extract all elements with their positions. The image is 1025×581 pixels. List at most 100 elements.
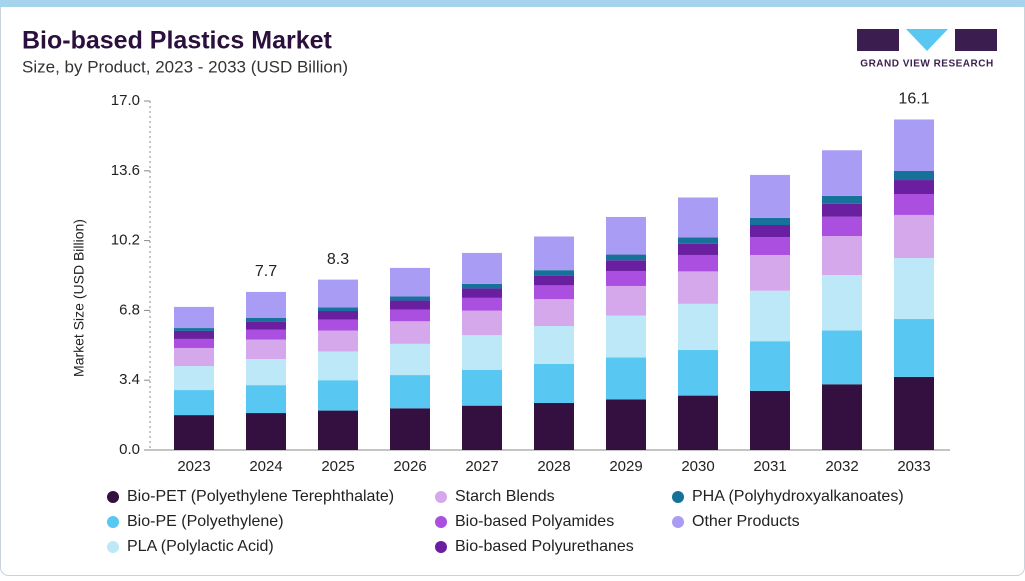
legend-label: PLA (Polylactic Acid) bbox=[127, 538, 274, 555]
bar-segment bbox=[534, 363, 574, 403]
bar-segment bbox=[174, 390, 214, 416]
logo-block bbox=[857, 29, 899, 51]
bar-segment bbox=[750, 390, 790, 450]
y-tick-label: 17.0 bbox=[111, 92, 140, 109]
bar-segment bbox=[606, 270, 646, 286]
legend-swatch bbox=[435, 491, 447, 503]
bar-segment bbox=[462, 405, 502, 450]
bar-segment bbox=[606, 315, 646, 358]
logo: GRAND VIEW RESEARCH bbox=[857, 29, 997, 70]
bar-segment bbox=[894, 376, 934, 450]
bar-segment bbox=[174, 338, 214, 348]
bar-segment bbox=[678, 197, 718, 238]
bar-segment bbox=[174, 306, 214, 329]
bar-segment bbox=[894, 319, 934, 377]
bar-segment bbox=[390, 408, 430, 450]
legend-label: Bio-PET (Polyethylene Terephthalate) bbox=[127, 488, 394, 505]
x-tick-label: 2023 bbox=[177, 458, 210, 475]
bar-segment bbox=[462, 310, 502, 336]
bar-segment bbox=[246, 329, 286, 340]
bar-segment bbox=[822, 384, 862, 450]
bar-segment bbox=[246, 317, 286, 322]
bar-segment bbox=[822, 236, 862, 276]
bar-segment bbox=[822, 275, 862, 331]
bar-segment bbox=[606, 216, 646, 255]
bar-segment bbox=[606, 285, 646, 316]
x-tick-label: 2032 bbox=[825, 458, 858, 475]
bar-segment bbox=[390, 343, 430, 376]
bar-segment bbox=[894, 193, 934, 215]
legend-swatch bbox=[107, 516, 119, 528]
bar-segment bbox=[246, 359, 286, 386]
bar-segment bbox=[390, 375, 430, 409]
logo-block bbox=[906, 29, 948, 51]
x-tick-label: 2029 bbox=[609, 458, 642, 475]
bar-segment bbox=[246, 291, 286, 318]
total-label: 8.3 bbox=[327, 251, 349, 268]
bar-segment bbox=[750, 254, 790, 291]
y-tick-label: 3.4 bbox=[119, 371, 140, 388]
bar-segment bbox=[462, 252, 502, 284]
legend-label: Bio-PE (Polyethylene) bbox=[127, 513, 284, 530]
bar-segment bbox=[822, 216, 862, 237]
y-tick-label: 0.0 bbox=[119, 441, 140, 458]
bar-segment bbox=[318, 307, 358, 312]
bar-segment bbox=[894, 258, 934, 320]
bar-segment bbox=[390, 267, 430, 297]
bar-segment bbox=[606, 399, 646, 450]
bar-segment bbox=[750, 174, 790, 218]
bar-segment bbox=[534, 275, 574, 286]
bar-segment bbox=[606, 357, 646, 400]
x-tick-label: 2031 bbox=[753, 458, 786, 475]
bar-segment bbox=[318, 380, 358, 411]
total-label: 7.7 bbox=[255, 263, 277, 280]
bar-segment bbox=[318, 311, 358, 320]
bar-segment bbox=[318, 279, 358, 308]
bar-segment bbox=[318, 351, 358, 381]
brand: GRAND VIEW RESEARCH bbox=[860, 59, 993, 70]
bar-segment bbox=[462, 335, 502, 370]
bar-segment bbox=[462, 369, 502, 406]
bar-segment bbox=[678, 303, 718, 351]
bar-segment bbox=[534, 285, 574, 300]
x-tick-label: 2026 bbox=[393, 458, 426, 475]
bar-segment bbox=[678, 254, 718, 272]
legend-label: Other Products bbox=[692, 513, 800, 530]
bar-segment bbox=[822, 195, 862, 204]
legend-swatch bbox=[672, 491, 684, 503]
bar-segment bbox=[318, 330, 358, 352]
total-label: 16.1 bbox=[898, 91, 929, 108]
x-tick-label: 2028 bbox=[537, 458, 570, 475]
bar-segment bbox=[174, 415, 214, 450]
bar-segment bbox=[390, 296, 430, 301]
legend-label: Bio-based Polyurethanes bbox=[455, 538, 634, 555]
x-tick-label: 2033 bbox=[897, 458, 930, 475]
legend-swatch bbox=[107, 541, 119, 553]
bar-segment bbox=[246, 321, 286, 330]
bar-segment bbox=[750, 217, 790, 225]
bar-segment bbox=[390, 321, 430, 344]
bar-segment bbox=[822, 150, 862, 196]
bar-segment bbox=[174, 366, 214, 391]
bar-segment bbox=[894, 214, 934, 259]
y-tick-label: 13.6 bbox=[111, 162, 140, 179]
legend-label: PHA (Polyhydroxyalkanoates) bbox=[692, 488, 904, 505]
bar-segment bbox=[678, 350, 718, 396]
chart-subtitle: Size, by Product, 2023 - 2033 (USD Billi… bbox=[22, 57, 348, 76]
bar-segment bbox=[750, 290, 790, 342]
bar-segment bbox=[390, 309, 430, 322]
bar-segment bbox=[678, 271, 718, 304]
legend-swatch bbox=[107, 491, 119, 503]
legend-swatch bbox=[435, 516, 447, 528]
bar-segment bbox=[246, 385, 286, 414]
bar-segment bbox=[534, 236, 574, 271]
bar-segment bbox=[606, 260, 646, 271]
bar-segment bbox=[318, 410, 358, 450]
legend-swatch bbox=[435, 541, 447, 553]
bar-segment bbox=[678, 243, 718, 255]
bar-segment bbox=[174, 328, 214, 331]
bar-segment bbox=[174, 347, 214, 367]
logo-block bbox=[955, 29, 997, 51]
